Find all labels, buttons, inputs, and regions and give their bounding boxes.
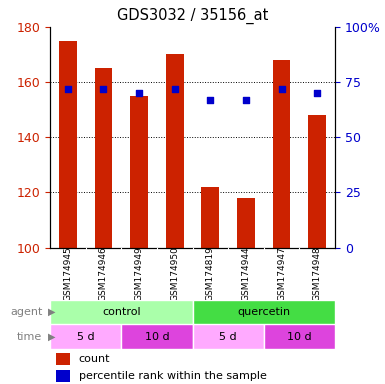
Bar bbox=[237, 198, 255, 248]
Text: 10 d: 10 d bbox=[287, 332, 311, 342]
Text: percentile rank within the sample: percentile rank within the sample bbox=[79, 371, 266, 381]
Bar bbox=[273, 60, 290, 248]
Text: GSM174944: GSM174944 bbox=[241, 246, 250, 301]
Bar bbox=[192, 300, 335, 324]
Point bbox=[314, 90, 320, 96]
Text: 10 d: 10 d bbox=[145, 332, 169, 342]
Bar bbox=[56, 353, 70, 365]
Bar bbox=[50, 324, 121, 349]
Text: ▶: ▶ bbox=[48, 307, 55, 317]
Point bbox=[136, 90, 142, 96]
Bar bbox=[166, 55, 184, 248]
Text: time: time bbox=[17, 332, 42, 342]
Text: GDS3032 / 35156_at: GDS3032 / 35156_at bbox=[117, 8, 268, 24]
Text: GSM174949: GSM174949 bbox=[135, 246, 144, 301]
Point bbox=[243, 97, 249, 103]
Bar bbox=[130, 96, 148, 248]
Text: GSM174819: GSM174819 bbox=[206, 246, 215, 301]
Bar bbox=[264, 324, 335, 349]
Text: count: count bbox=[79, 354, 110, 364]
Text: GSM174947: GSM174947 bbox=[277, 246, 286, 301]
Bar bbox=[95, 68, 112, 248]
Bar bbox=[201, 187, 219, 248]
Bar bbox=[308, 115, 326, 248]
Bar bbox=[192, 324, 264, 349]
Bar bbox=[50, 300, 192, 324]
Point bbox=[100, 86, 107, 92]
Point bbox=[172, 86, 178, 92]
Text: control: control bbox=[102, 307, 141, 317]
Text: GSM174945: GSM174945 bbox=[64, 246, 72, 301]
Text: quercetin: quercetin bbox=[237, 307, 290, 317]
Text: GSM174946: GSM174946 bbox=[99, 246, 108, 301]
Bar bbox=[56, 370, 70, 382]
Point bbox=[207, 97, 213, 103]
Text: GSM174950: GSM174950 bbox=[170, 246, 179, 301]
Point bbox=[278, 86, 285, 92]
Bar bbox=[121, 324, 192, 349]
Text: agent: agent bbox=[10, 307, 42, 317]
Point bbox=[65, 86, 71, 92]
Text: 5 d: 5 d bbox=[77, 332, 94, 342]
Bar bbox=[59, 41, 77, 248]
Text: ▶: ▶ bbox=[48, 332, 55, 342]
Text: GSM174948: GSM174948 bbox=[313, 246, 321, 301]
Text: 5 d: 5 d bbox=[219, 332, 237, 342]
